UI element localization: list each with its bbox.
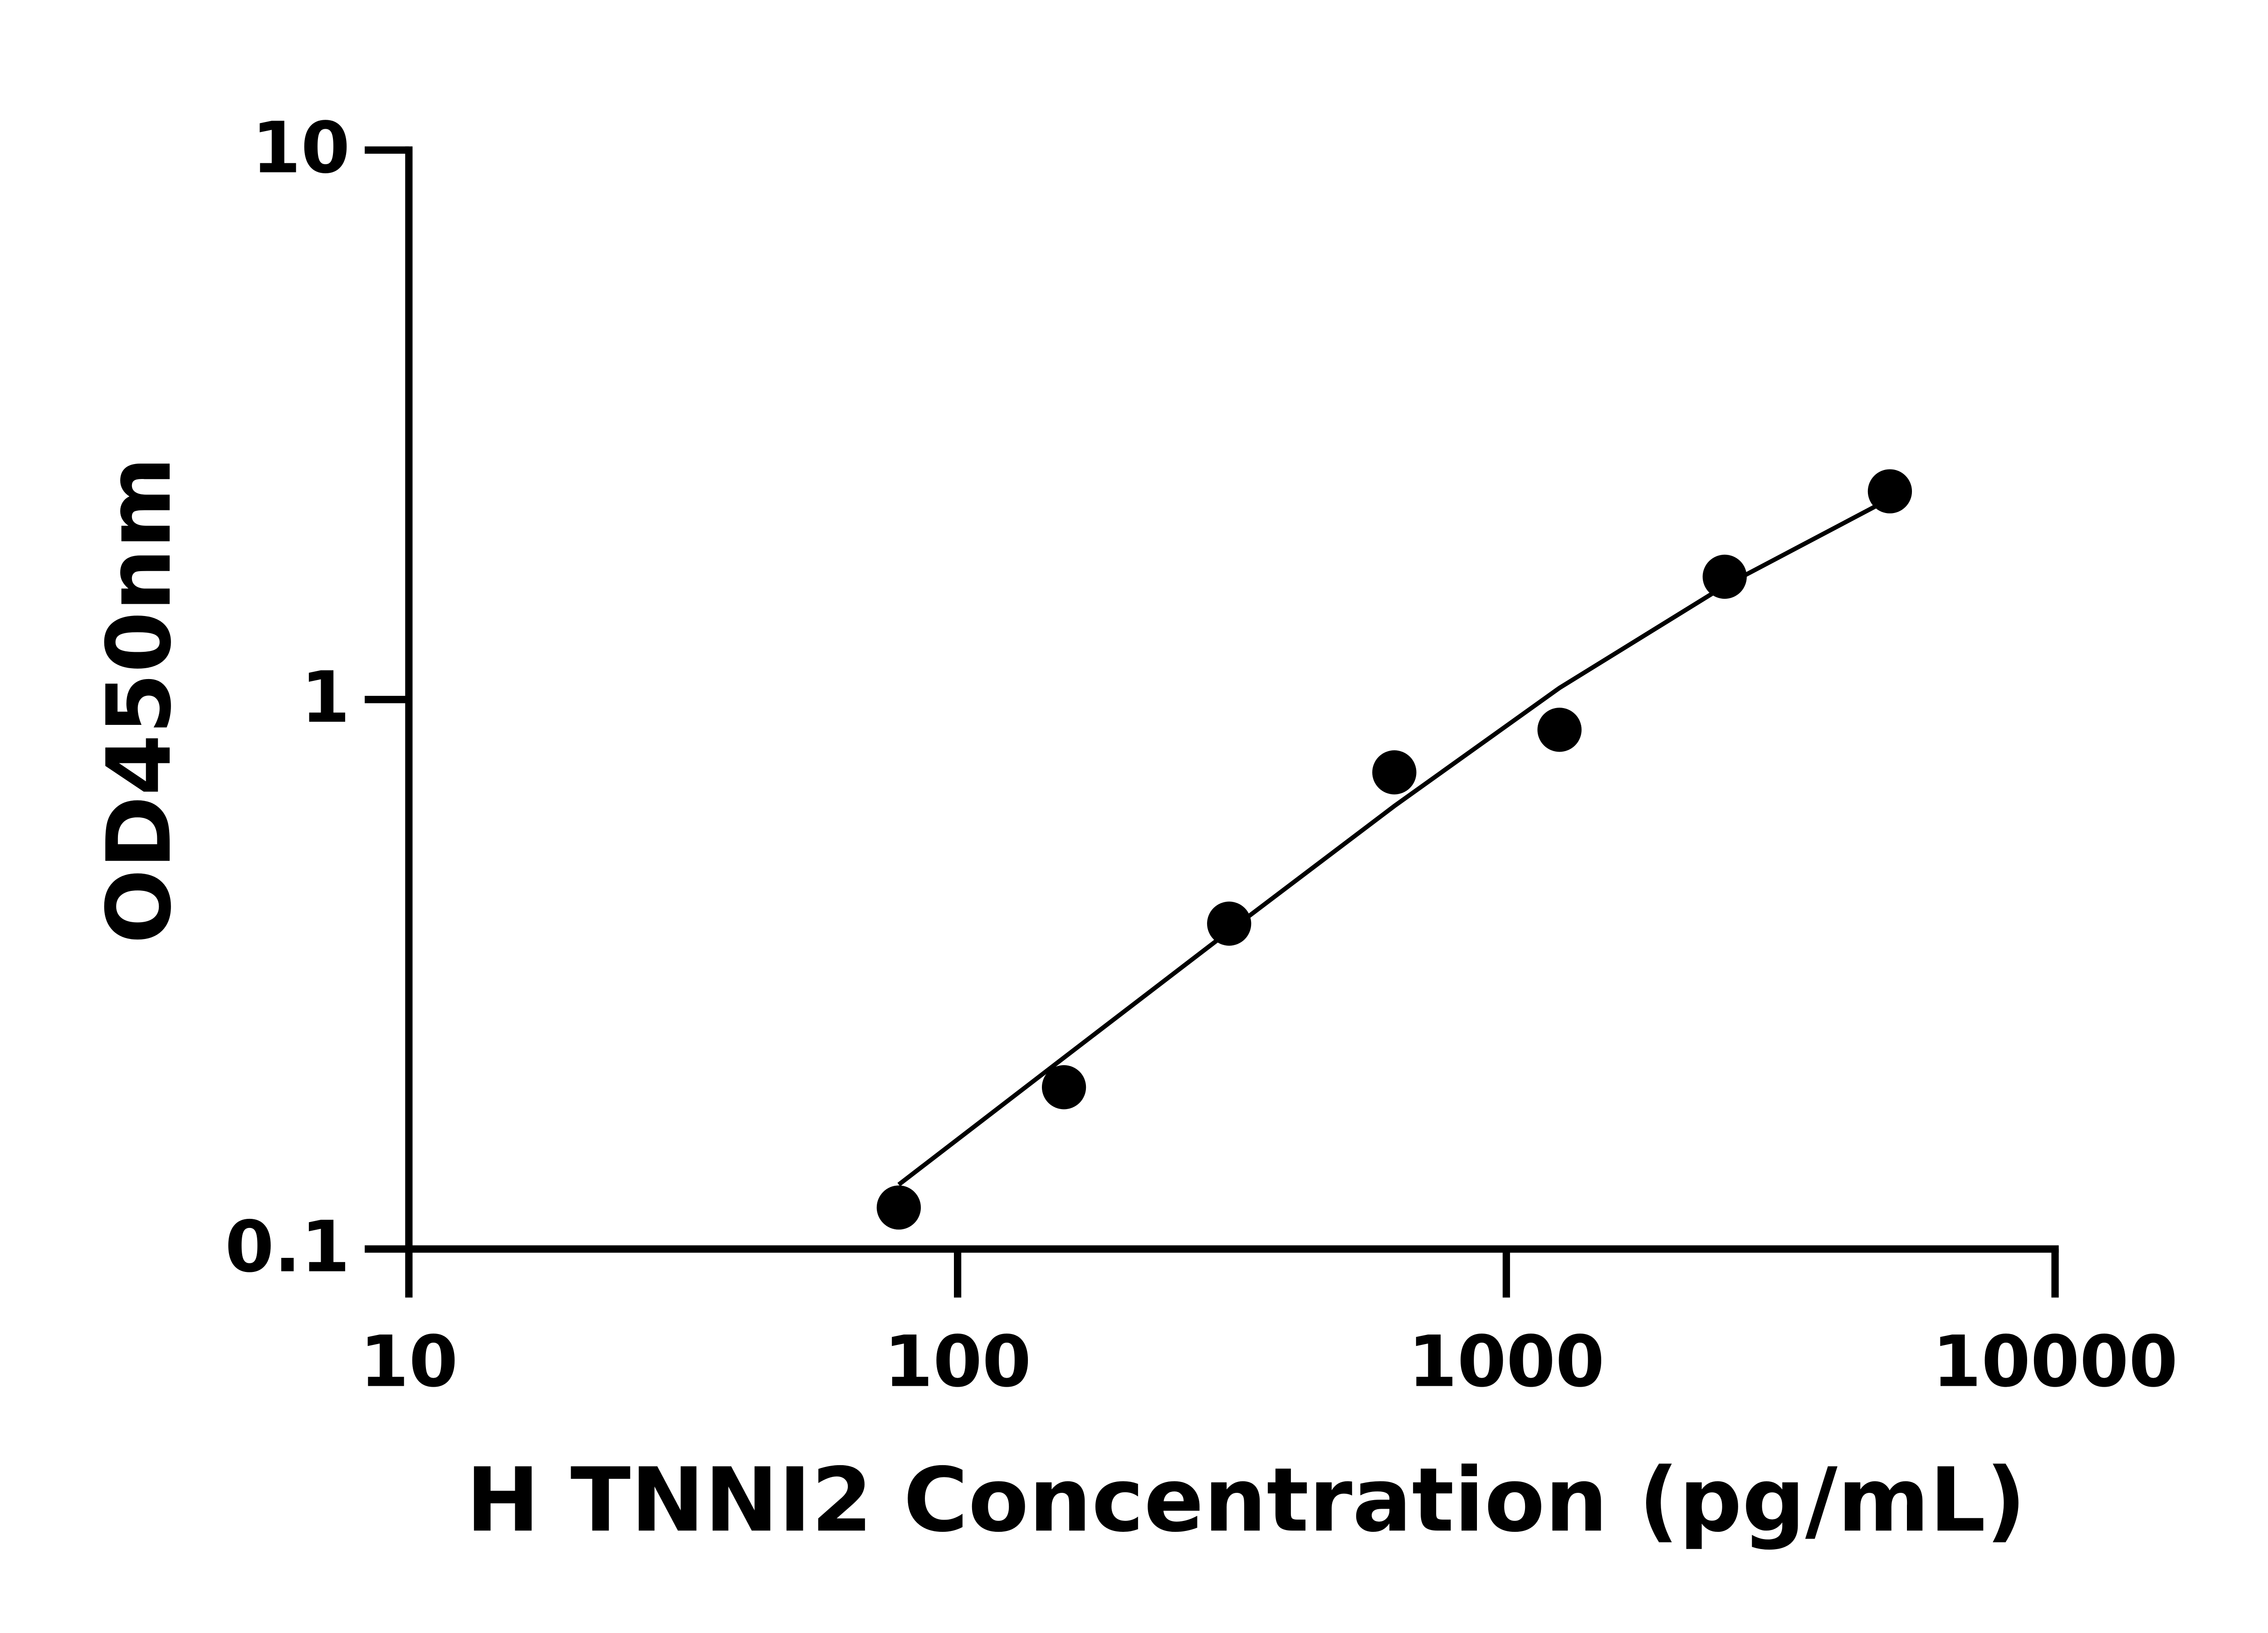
data-point xyxy=(1041,1065,1086,1110)
x-tick-label: 10 xyxy=(360,1320,458,1403)
x-tick-label: 1000 xyxy=(1408,1320,1604,1403)
y-tick-label: 1 xyxy=(301,656,350,738)
data-point xyxy=(1372,750,1417,795)
x-axis-label: H TNNI2 Concentration (pg/mL) xyxy=(466,1448,2026,1551)
data-point xyxy=(1207,901,1251,946)
data-point xyxy=(1702,554,1747,599)
x-tick-label: 100 xyxy=(884,1320,1031,1403)
data-point xyxy=(1867,469,1912,513)
y-tick-label: 10 xyxy=(252,107,350,189)
y-tick-label: 0.1 xyxy=(225,1206,350,1288)
x-tick-label: 10000 xyxy=(1932,1320,2178,1403)
data-point xyxy=(1537,708,1582,752)
y-axis-label: OD450nm xyxy=(88,457,191,944)
data-point xyxy=(876,1185,921,1230)
